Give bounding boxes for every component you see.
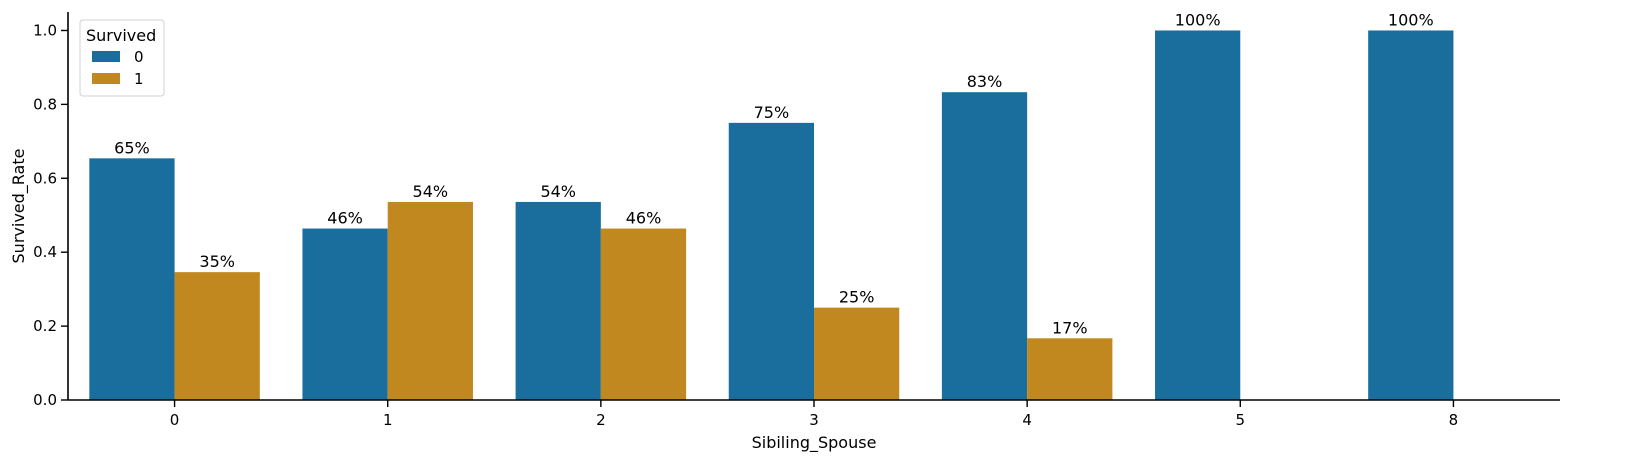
data-label: 54% xyxy=(540,182,576,201)
y-tick-label: 0.2 xyxy=(33,317,57,335)
y-tick-label: 0.4 xyxy=(33,243,57,261)
bar-series-1-cat-0 xyxy=(174,272,260,400)
data-label: 100% xyxy=(1388,10,1434,29)
y-tick-label: 0.8 xyxy=(33,95,57,113)
bars xyxy=(89,30,1454,400)
x-tick-label: 2 xyxy=(596,411,606,429)
y-axis-title: Survived_Rate xyxy=(9,149,29,264)
x-axis-title: Sibiling_Spouse xyxy=(752,433,877,453)
x-tick-label: 4 xyxy=(1022,411,1032,429)
bar-series-0-cat-4 xyxy=(941,92,1028,400)
data-label: 65% xyxy=(114,138,150,157)
data-label: 46% xyxy=(327,209,363,228)
data-label: 25% xyxy=(839,288,875,307)
bar-series-0-cat-3 xyxy=(728,122,814,400)
x-tick-label: 1 xyxy=(383,411,393,429)
data-label: 35% xyxy=(199,252,235,271)
legend-label-1: 1 xyxy=(134,70,144,88)
bar-series-1-cat-4 xyxy=(1027,338,1113,400)
bar-series-0-cat-1 xyxy=(302,228,388,400)
bar-series-1-cat-1 xyxy=(387,201,473,400)
x-axis-ticks: 0 1 2 3 4 5 8 xyxy=(170,400,1458,429)
legend: Survived 0 1 xyxy=(79,19,165,97)
y-tick-label: 0.6 xyxy=(33,169,57,187)
legend-label-0: 0 xyxy=(134,48,144,66)
bar-series-0-cat-0 xyxy=(89,158,175,400)
x-tick-label: 0 xyxy=(170,411,180,429)
legend-title: Survived xyxy=(86,26,156,45)
data-label: 46% xyxy=(626,209,662,228)
legend-swatch-1 xyxy=(92,73,120,84)
data-label: 83% xyxy=(967,72,1003,91)
x-tick-label: 5 xyxy=(1236,411,1246,429)
bar-series-0-cat-5 xyxy=(1155,30,1241,400)
data-label: 75% xyxy=(754,103,790,122)
y-tick-label: 0.0 xyxy=(33,391,57,409)
legend-swatch-0 xyxy=(92,51,120,62)
bar-series-0-cat-8 xyxy=(1368,30,1454,400)
data-label: 54% xyxy=(413,182,449,201)
data-label: 17% xyxy=(1052,318,1088,337)
bar-series-1-cat-3 xyxy=(814,307,900,400)
bar-series-0-cat-2 xyxy=(515,201,601,400)
x-tick-label: 8 xyxy=(1449,411,1459,429)
y-tick-label: 1.0 xyxy=(33,21,57,39)
data-label: 100% xyxy=(1175,10,1221,29)
data-labels: 65% 46% 54% 75% 83% 100% 100% 35% 54% 46% 25% 17% xyxy=(114,10,1434,337)
bar-series-1-cat-2 xyxy=(600,228,687,400)
x-tick-label: 3 xyxy=(809,411,819,429)
y-axis-ticks: 0.0 0.2 0.4 0.6 0.8 1.0 xyxy=(33,21,68,409)
